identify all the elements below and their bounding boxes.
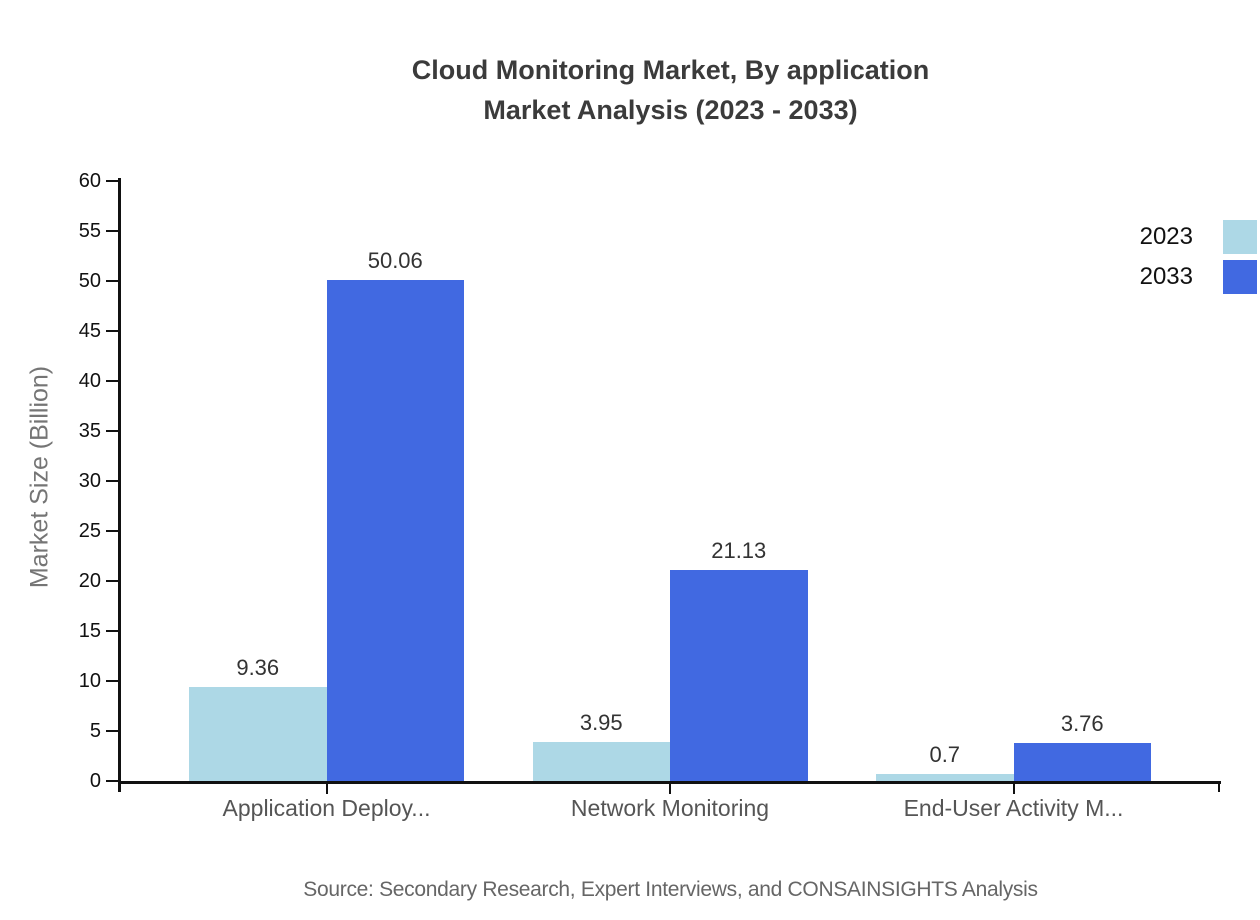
y-axis-tick	[106, 180, 118, 182]
y-axis-tick	[106, 780, 118, 782]
bar-2023-2	[532, 741, 670, 781]
bar-2033-3	[1013, 743, 1151, 781]
y-axis-tick	[106, 280, 118, 282]
y-axis-title: Market Size (Billion)	[25, 365, 54, 589]
value-label: 0.7	[929, 742, 961, 767]
chart-title: Cloud Monitoring Market, By application …	[121, 50, 1220, 130]
value-label: 9.36	[236, 655, 280, 681]
y-axis-tick-label: 60	[78, 170, 101, 192]
x-category-label: Network Monitoring	[570, 795, 770, 821]
y-axis-tick	[106, 530, 118, 532]
y-axis-tick-label: 55	[78, 220, 101, 242]
chart-title-line2: Market Analysis (2023 - 2033)	[483, 95, 858, 125]
value-label: 3.76	[1060, 711, 1104, 737]
legend-swatch	[1223, 220, 1257, 254]
y-axis-tick-label: 5	[89, 720, 101, 742]
source-note: Source: Secondary Research, Expert Inter…	[303, 878, 1038, 901]
y-axis-tick	[106, 630, 118, 632]
y-axis-tick	[106, 580, 118, 582]
legend: 2023 2033	[1140, 220, 1257, 300]
y-axis-tick-label: 40	[78, 370, 101, 392]
y-axis-tick-label: 15	[78, 620, 101, 642]
y-axis-tick	[106, 480, 118, 482]
x-axis-tick	[325, 783, 328, 794]
legend-item: 2023	[1140, 220, 1257, 254]
x-axis-line	[118, 781, 1221, 784]
y-axis-tick	[106, 330, 118, 332]
x-axis-tick	[669, 783, 671, 794]
bar-2033-2	[670, 569, 808, 781]
legend-label: 2023	[1139, 223, 1193, 250]
y-axis-tick-label: 10	[78, 670, 101, 692]
y-axis-tick	[106, 230, 118, 232]
plot-area: 0 5 10 15 20 25 30 35 40 45 50 55 60 9.36 50.06 Applica…	[79, 170, 1221, 821]
y-axis-line	[118, 178, 121, 792]
x-axis-end-tick	[1218, 781, 1220, 792]
bar-2023-3	[876, 774, 1014, 781]
bar-2033-1	[326, 280, 464, 781]
x-category-label: End-User Activity M...	[903, 795, 1124, 821]
y-axis-tick-label: 50	[78, 270, 101, 292]
legend-swatch	[1223, 260, 1257, 294]
value-label: 50.06	[367, 248, 423, 274]
legend-item: 2033	[1140, 260, 1257, 294]
y-axis-tick	[106, 730, 118, 732]
value-label: 21.13	[711, 537, 767, 563]
y-axis-tick-label: 20	[78, 570, 101, 592]
x-axis-tick	[1012, 783, 1015, 794]
chart-title-line1: Cloud Monitoring Market, By application	[411, 55, 930, 85]
y-axis-tick	[106, 380, 118, 382]
y-axis-tick-label: 25	[78, 520, 101, 542]
y-axis-tick	[106, 680, 118, 682]
y-axis-tick-label: 35	[78, 420, 101, 442]
y-axis-tick-label: 0	[89, 770, 101, 792]
y-axis-tick	[106, 430, 118, 432]
legend-label: 2033	[1139, 263, 1193, 290]
bar-2023-1	[189, 687, 327, 781]
y-axis-tick-label: 30	[78, 470, 101, 492]
x-category-label: Application Deploy...	[222, 795, 431, 821]
value-label: 3.95	[579, 709, 623, 735]
y-axis-tick-label: 45	[78, 320, 101, 342]
